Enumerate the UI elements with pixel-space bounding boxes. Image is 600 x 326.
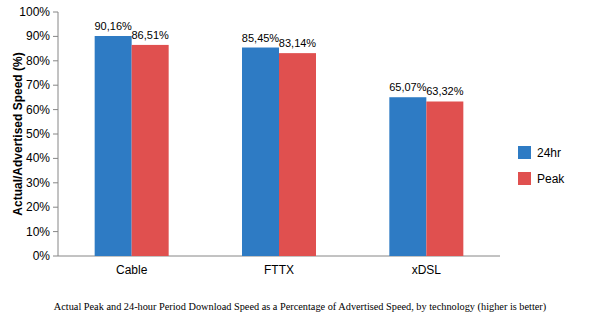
category-label: xDSL [412,263,442,277]
y-tick-label: 30% [26,176,50,190]
category-label: Cable [116,263,148,277]
data-label: 90,16% [95,20,133,32]
y-tick [53,231,58,232]
y-tick-label: 20% [26,200,50,214]
y-tick [53,12,58,13]
data-label: 83,14% [279,37,317,49]
y-tick-label: 80% [26,54,50,68]
y-tick [53,134,58,135]
y-tick-label: 60% [26,103,50,117]
chart-container: 0% 10% 20% 30% 40% 50% 60% 70% 80% 90% 100% Actual/… [0,0,600,326]
data-label: 86,51% [132,29,170,41]
category-label: FTTX [264,263,294,277]
bar [95,36,132,256]
legend-swatch [518,172,531,185]
bar [242,48,279,256]
y-tick-label: 40% [26,151,50,165]
y-axis-line [58,12,59,256]
data-label: 63,32% [426,85,464,97]
y-tick-label: 10% [26,225,50,239]
data-label: 65,07% [389,81,427,93]
y-tick [53,182,58,183]
chart-svg: 0% 10% 20% 30% 40% 50% 60% 70% 80% 90% 100% Actual/… [0,0,600,326]
bar [389,97,426,256]
y-axis-label: Actual/Advertised Speed (%) [11,52,25,215]
bar [132,45,169,256]
legend-label: 24hr [537,146,561,160]
y-tick [53,256,58,257]
y-tick-label: 100% [19,5,50,19]
bar [279,53,316,256]
y-tick-label: 50% [26,127,50,141]
legend-label: Peak [537,172,565,186]
y-tick [53,158,58,159]
legend-swatch [518,146,531,159]
y-tick [53,36,58,37]
data-label: 85,45% [242,32,280,44]
y-tick [53,109,58,110]
y-tick-label: 70% [26,78,50,92]
y-tick [53,207,58,208]
y-tick-label: 0% [33,249,51,263]
chart-title: Actual Peak and 24-hour Period Download … [54,301,546,313]
y-tick [53,85,58,86]
y-tick [53,60,58,61]
y-tick-label: 90% [26,29,50,43]
bars [95,36,464,256]
bar [426,101,463,256]
